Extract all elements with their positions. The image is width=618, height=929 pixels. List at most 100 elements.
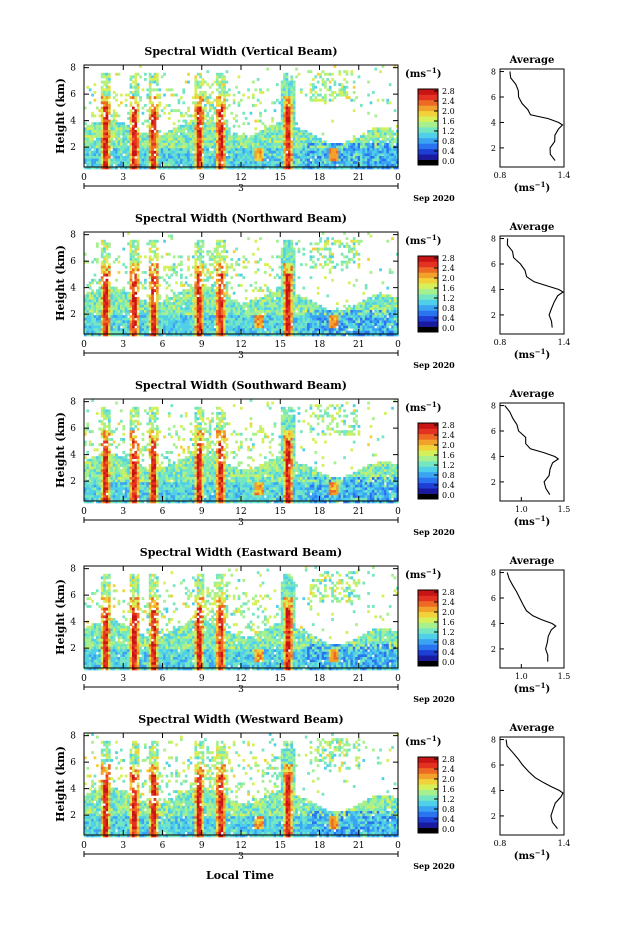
heatmap-cell (208, 315, 212, 319)
heatmap-cell (264, 124, 267, 128)
heatmap-cell (122, 299, 126, 303)
heatmap-cell (170, 150, 174, 154)
heatmap-cell (297, 297, 301, 300)
heatmap-cell (220, 143, 224, 146)
heatmap-cell (153, 80, 157, 84)
heatmap-cell (374, 158, 378, 162)
heatmap-cell (160, 312, 164, 316)
heatmap-cell (290, 268, 294, 272)
heatmap-cell (266, 333, 270, 337)
heatmap-cell (127, 156, 130, 159)
heatmap-cell (151, 289, 154, 293)
heatmap-cell (290, 286, 294, 290)
heatmap-cell (134, 80, 138, 84)
heatmap-cell (158, 96, 162, 100)
heatmap-cell (290, 83, 294, 87)
heatmap-cell (228, 297, 231, 300)
heatmap-cell (283, 153, 286, 157)
heatmap-cell (280, 297, 284, 300)
heatmap-cell (280, 284, 284, 287)
heatmap-cell (206, 333, 210, 337)
heatmap-cell (223, 242, 226, 246)
heatmap-cell (105, 278, 109, 282)
heatmap-cell (328, 150, 332, 154)
heatmap-cell (232, 137, 236, 141)
heatmap-cell (182, 312, 186, 316)
heatmap-cell (144, 299, 147, 303)
heatmap-cell (285, 161, 289, 165)
heatmap-cell (84, 161, 87, 165)
heatmap-cell (283, 330, 286, 334)
heatmap-cell (283, 143, 286, 146)
heatmap-cell (225, 291, 229, 295)
heatmap-cell (285, 106, 289, 110)
heatmap-cell (228, 320, 231, 324)
heatmap-cell (302, 312, 306, 316)
heatmap-cell (88, 304, 92, 308)
heatmap-cell (194, 161, 198, 165)
heatmap-cell (136, 145, 140, 149)
heatmap-cell (165, 299, 169, 303)
heatmap-cell (136, 323, 140, 326)
heatmap-cell (148, 320, 152, 324)
heatmap-cell (220, 109, 224, 113)
heatmap-cell (220, 307, 224, 311)
heatmap-cell (242, 307, 246, 311)
heatmap-cell (98, 153, 102, 157)
heatmap-cell (204, 289, 207, 293)
heatmap-cell (141, 156, 145, 159)
heatmap-cell (218, 310, 222, 313)
heatmap-cell (292, 294, 296, 298)
heatmap-cell (307, 70, 310, 74)
heatmap-cell (84, 132, 87, 136)
heatmap-cell (218, 294, 222, 298)
heatmap-cell (340, 163, 344, 167)
heatmap-cell (252, 252, 255, 256)
heatmap-cell (348, 166, 351, 170)
heatmap-cell (333, 80, 337, 84)
heatmap-cell (273, 101, 277, 105)
heatmap-cell (228, 150, 231, 154)
heatmap-cell (276, 294, 279, 298)
heatmap-cell (141, 328, 145, 332)
heatmap-cell (292, 276, 296, 280)
heatmap-cell (208, 302, 212, 306)
heatmap-cell (100, 158, 104, 162)
heatmap-cell (273, 132, 277, 136)
heatmap-cell (276, 297, 279, 300)
heatmap-cell (271, 315, 274, 319)
heatmap-cell (244, 328, 248, 332)
heatmap-cell (136, 101, 140, 105)
heatmap-cell (288, 137, 291, 141)
heatmap-cell (196, 268, 200, 272)
heatmap-cell (280, 289, 284, 293)
heatmap-cell (355, 158, 358, 162)
heatmap-cell (288, 281, 291, 285)
colorbar-segment (418, 159, 438, 166)
heatmap-cell (168, 317, 171, 321)
heatmap-cell (283, 268, 286, 272)
heatmap-cell (187, 158, 190, 162)
heatmap-cell (91, 124, 94, 128)
heatmap-cell (151, 104, 154, 107)
heatmap-cell (235, 153, 238, 157)
heatmap-cell (148, 140, 152, 144)
heatmap-cell (283, 273, 286, 277)
heatmap-cell (98, 317, 102, 321)
heatmap-cell (148, 153, 152, 157)
heatmap-cell (290, 80, 294, 84)
heatmap-cell (122, 291, 126, 295)
heatmap-cell (103, 328, 106, 332)
heatmap-cell (201, 93, 205, 97)
heatmap-cell (98, 124, 102, 128)
heatmap-cell (266, 163, 270, 167)
heatmap-cell (189, 156, 193, 159)
heatmap-cell (288, 252, 291, 256)
heatmap-cell (242, 325, 246, 329)
heatmap-cell (108, 88, 111, 92)
heatmap-cell (129, 271, 133, 274)
heatmap-cell (391, 158, 394, 162)
heatmap-cell (216, 130, 219, 133)
heatmap-cell (165, 135, 169, 139)
heatmap-cell (223, 271, 226, 274)
